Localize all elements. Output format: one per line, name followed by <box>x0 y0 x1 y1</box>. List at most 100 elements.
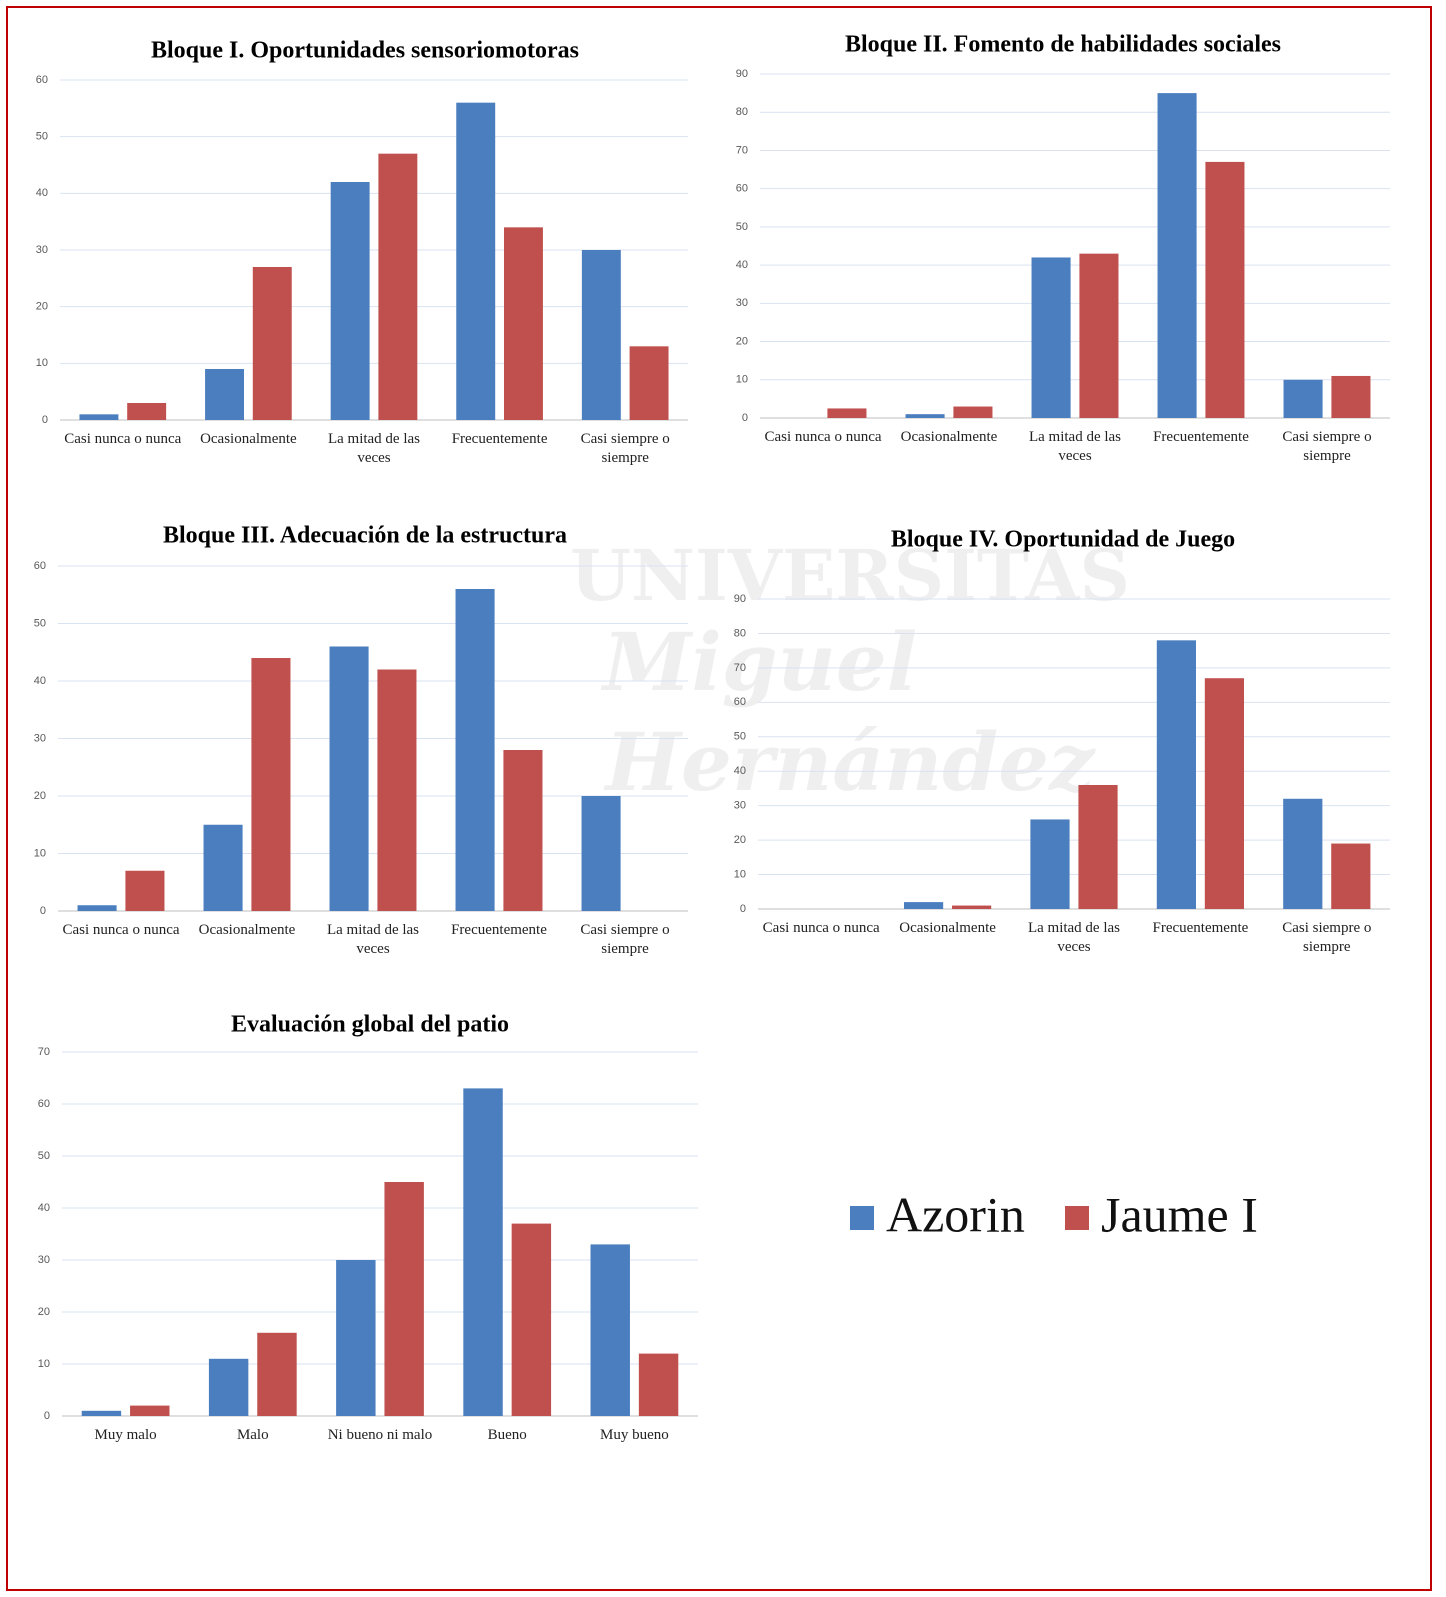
bar <box>257 1332 297 1416</box>
y-tick-label: 30 <box>36 244 48 256</box>
bar <box>581 796 621 911</box>
bar <box>1031 257 1071 418</box>
bar <box>905 414 945 418</box>
x-tick-label-box: Casi nunca o nunca <box>764 429 882 445</box>
x-tick-label: Frecuentemente <box>1152 920 1249 936</box>
y-tick-label: 20 <box>38 1306 50 1318</box>
x-tick-label: Frecuentemente <box>451 922 547 938</box>
x-tick-label: Malo <box>236 1427 269 1443</box>
bar <box>330 182 370 420</box>
x-tick-label: La mitad de las veces <box>327 431 421 466</box>
x-tick-label-box: Ocasionalmente <box>900 429 998 445</box>
x-tick-label: La mitad de las veces <box>326 922 420 957</box>
bar <box>456 102 496 421</box>
bar <box>590 1244 630 1416</box>
bar <box>208 1358 249 1416</box>
y-tick-label: 50 <box>38 1150 50 1162</box>
chart-title: Bloque IV. Oportunidad de Juego <box>891 527 1235 553</box>
x-tick-label-box: Ocasionalmente <box>199 922 296 938</box>
y-tick-label: 20 <box>34 790 46 802</box>
x-tick-label: Muy malo <box>94 1427 157 1443</box>
y-tick-label: 70 <box>38 1046 50 1058</box>
bar <box>81 1410 122 1416</box>
x-tick-label: Casi siempre o siempre <box>1282 429 1372 464</box>
x-tick-label: La mitad de las veces <box>1027 920 1121 955</box>
x-tick-label-box: Casi nunca o nunca <box>64 431 181 447</box>
bar <box>252 267 292 420</box>
bar <box>1079 253 1119 418</box>
y-tick-label: 70 <box>734 662 746 674</box>
bar <box>203 824 243 911</box>
y-tick-label: 20 <box>736 335 748 347</box>
bar <box>1205 161 1245 418</box>
y-tick-label: 80 <box>736 106 748 118</box>
y-tick-label: 50 <box>736 221 748 233</box>
frame <box>6 6 1432 1591</box>
bar <box>329 646 369 911</box>
bar <box>1157 93 1197 418</box>
x-tick-label: Ocasionalmente <box>900 429 998 445</box>
x-tick-label-box: Muy bueno <box>600 1427 669 1443</box>
legend-swatch <box>1065 1206 1089 1230</box>
bar <box>953 406 993 418</box>
y-tick-label: 0 <box>42 414 48 426</box>
bar <box>251 658 291 911</box>
x-tick-label-box: Casi siempre o siempre <box>580 922 669 957</box>
y-tick-label: 60 <box>736 183 748 195</box>
x-tick-label: Frecuentemente <box>451 431 548 447</box>
x-tick-label: Casi nunca o nunca <box>764 429 882 445</box>
chart-title: Evaluación global del patio <box>231 1012 509 1038</box>
bar <box>79 414 119 420</box>
bar <box>952 905 992 909</box>
x-tick-label-box: Casi siempre o siempre <box>1282 920 1372 955</box>
bar <box>503 750 543 911</box>
y-tick-label: 40 <box>734 765 746 777</box>
chart-title: Bloque III. Adecuación de la estructura <box>163 523 567 549</box>
bar <box>1078 785 1118 909</box>
y-tick-label: 80 <box>734 627 746 639</box>
x-tick-label-box: Casi siempre o siempre <box>1282 429 1372 464</box>
x-tick-label: Casi siempre o siempre <box>1282 920 1372 955</box>
x-tick-label: Frecuentemente <box>1153 429 1249 445</box>
watermark: Hernández <box>603 715 1096 809</box>
bar <box>125 870 165 911</box>
x-tick-label: Casi nunca o nunca <box>62 922 180 938</box>
bar <box>1030 819 1070 909</box>
y-tick-label: 90 <box>734 593 746 605</box>
legend-swatch <box>850 1206 874 1230</box>
y-tick-label: 30 <box>34 732 46 744</box>
bar <box>77 905 117 911</box>
x-tick-label-box: Casi siempre o siempre <box>581 431 670 466</box>
watermark: UNIVERSITAS <box>570 534 1130 617</box>
x-tick-label-box: La mitad de las veces <box>327 431 421 466</box>
y-tick-label: 40 <box>38 1202 50 1214</box>
x-tick-label-box: Ocasionalmente <box>899 920 996 936</box>
y-tick-label: 60 <box>36 74 48 86</box>
x-tick-label-box: Casi nunca o nunca <box>763 920 880 936</box>
legend-label: Azorin <box>886 1186 1025 1242</box>
bar <box>1331 843 1371 909</box>
x-tick-label-box: Bueno <box>488 1427 527 1443</box>
x-tick-label-box: Malo <box>236 1427 269 1443</box>
y-tick-label: 50 <box>36 131 48 143</box>
bar <box>1204 678 1245 909</box>
bar <box>384 1182 424 1416</box>
y-tick-label: 10 <box>36 357 48 369</box>
bar <box>463 1088 503 1416</box>
y-tick-label: 50 <box>734 731 746 743</box>
x-tick-label-box: Ni bueno ni malo <box>328 1427 433 1443</box>
chart-title: Bloque I. Oportunidades sensoriomotoras <box>151 38 579 64</box>
x-tick-label-box: La mitad de las veces <box>1029 429 1121 464</box>
legend-label: Jaume I <box>1101 1186 1258 1242</box>
y-tick-label: 30 <box>38 1254 50 1266</box>
y-tick-label: 40 <box>36 187 48 199</box>
x-tick-label-box: Muy malo <box>94 1427 157 1443</box>
y-tick-label: 30 <box>736 297 748 309</box>
y-tick-label: 90 <box>736 68 748 80</box>
bar <box>127 403 167 420</box>
y-tick-label: 50 <box>34 617 46 629</box>
x-tick-label: Muy bueno <box>600 1427 669 1443</box>
x-tick-label-box: Frecuentemente <box>451 431 548 447</box>
